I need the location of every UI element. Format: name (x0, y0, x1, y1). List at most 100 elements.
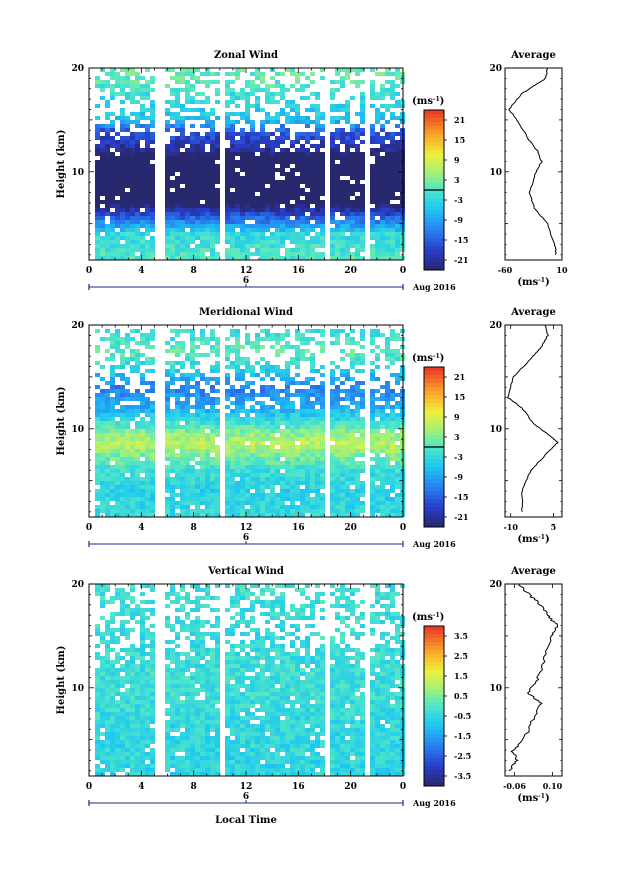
heatmap-cell (385, 477, 390, 481)
heatmap-cell (335, 248, 340, 252)
heatmap-cell (125, 172, 130, 176)
heatmap-cell (285, 156, 290, 160)
heatmap-cell (245, 449, 250, 453)
heatmap-cell (225, 212, 230, 216)
heatmap-cell (115, 172, 120, 176)
heatmap-cell (230, 513, 235, 517)
heatmap-cell (240, 401, 245, 405)
heatmap-cell (360, 244, 365, 248)
heatmap-cell (395, 180, 400, 184)
heatmap-cell (280, 220, 285, 224)
heatmap-cell (355, 505, 360, 509)
heatmap-cell (390, 389, 395, 393)
heatmap-cell (375, 136, 380, 140)
heatmap-cell (345, 449, 350, 453)
heatmap-cell (280, 256, 285, 260)
heatmap-cell (145, 136, 150, 140)
heatmap-cell (305, 393, 310, 397)
heatmap-cell (115, 212, 120, 216)
heatmap-cell (280, 429, 285, 433)
heatmap-cell (255, 505, 260, 509)
heatmap-cell (165, 212, 170, 216)
heatmap-cell (370, 329, 375, 333)
heatmap-cell (330, 104, 335, 108)
heatmap-cell (360, 128, 365, 132)
colorbar-unit-close: ) (440, 353, 445, 364)
heatmap-cell (305, 377, 310, 381)
heatmap-cell (145, 84, 150, 88)
heatmap-cell (320, 445, 325, 449)
heatmap-cell (305, 453, 310, 457)
heatmap-cell (240, 369, 245, 373)
heatmap-cell (340, 244, 345, 248)
heatmap-cell (380, 92, 385, 96)
heatmap-cell (175, 349, 180, 353)
heatmap-cell (185, 425, 190, 429)
heatmap-cell (240, 200, 245, 204)
heatmap-cell (380, 477, 385, 481)
heatmap-cell (380, 184, 385, 188)
heatmap-cell (210, 216, 215, 220)
heatmap-cell (245, 596, 250, 600)
colorbar-tick-label: -9 (454, 472, 463, 482)
heatmap-cell (260, 256, 265, 260)
heatmap-cell (135, 612, 140, 616)
heatmap-cell (335, 329, 340, 333)
heatmap-cell (105, 493, 110, 497)
heatmap-cell (235, 604, 240, 608)
heatmap-cell (265, 389, 270, 393)
heatmap-cell (260, 252, 265, 256)
heatmap-cell (375, 224, 380, 228)
heatmap-cell (195, 389, 200, 393)
heatmap-cell (360, 445, 365, 449)
heatmap-cell (330, 425, 335, 429)
heatmap-cell (215, 397, 220, 401)
heatmap-cell (230, 453, 235, 457)
heatmap-cell (245, 393, 250, 397)
heatmap-cell (125, 208, 130, 212)
heatmap-cell (390, 353, 395, 357)
heatmap-cell (265, 256, 270, 260)
heatmap-cell (345, 108, 350, 112)
heatmap-cell (200, 389, 205, 393)
heatmap-cell (95, 441, 100, 445)
heatmap-cell (145, 184, 150, 188)
heatmap-cell (100, 337, 105, 341)
heatmap-cell (210, 345, 215, 349)
heatmap-cell (345, 256, 350, 260)
heatmap-cell (180, 393, 185, 397)
heatmap-cell (370, 349, 375, 353)
heatmap-cell (240, 144, 245, 148)
heatmap-cell (265, 84, 270, 88)
heatmap-cell (250, 212, 255, 216)
heatmap-cell (175, 104, 180, 108)
colorbar-segment (424, 383, 444, 388)
heatmap-cell (305, 465, 310, 469)
heatmap-cell (345, 196, 350, 200)
heatmap-cell (140, 421, 145, 425)
heatmap-cell (140, 337, 145, 341)
heatmap-cell (395, 76, 400, 80)
heatmap-cell (310, 180, 315, 184)
heatmap-cell (320, 128, 325, 132)
heatmap-cell (375, 240, 380, 244)
heatmap-cell (240, 493, 245, 497)
heatmap-cell (130, 616, 135, 620)
heatmap-cell (295, 417, 300, 421)
heatmap-cell (395, 373, 400, 377)
heatmap-cell (110, 124, 115, 128)
heatmap-cell (145, 128, 150, 132)
heatmap-cell (195, 441, 200, 445)
heatmap-cell (175, 417, 180, 421)
heatmap-cell (145, 341, 150, 345)
heatmap-cell (375, 92, 380, 96)
heatmap-cell (300, 501, 305, 505)
heatmap-cell (215, 349, 220, 353)
heatmap-cell (140, 437, 145, 441)
heatmap-cell (170, 208, 175, 212)
heatmap-cell (370, 80, 375, 84)
heatmap-cell (390, 144, 395, 148)
heatmap-cell (315, 501, 320, 505)
heatmap-cell (105, 252, 110, 256)
